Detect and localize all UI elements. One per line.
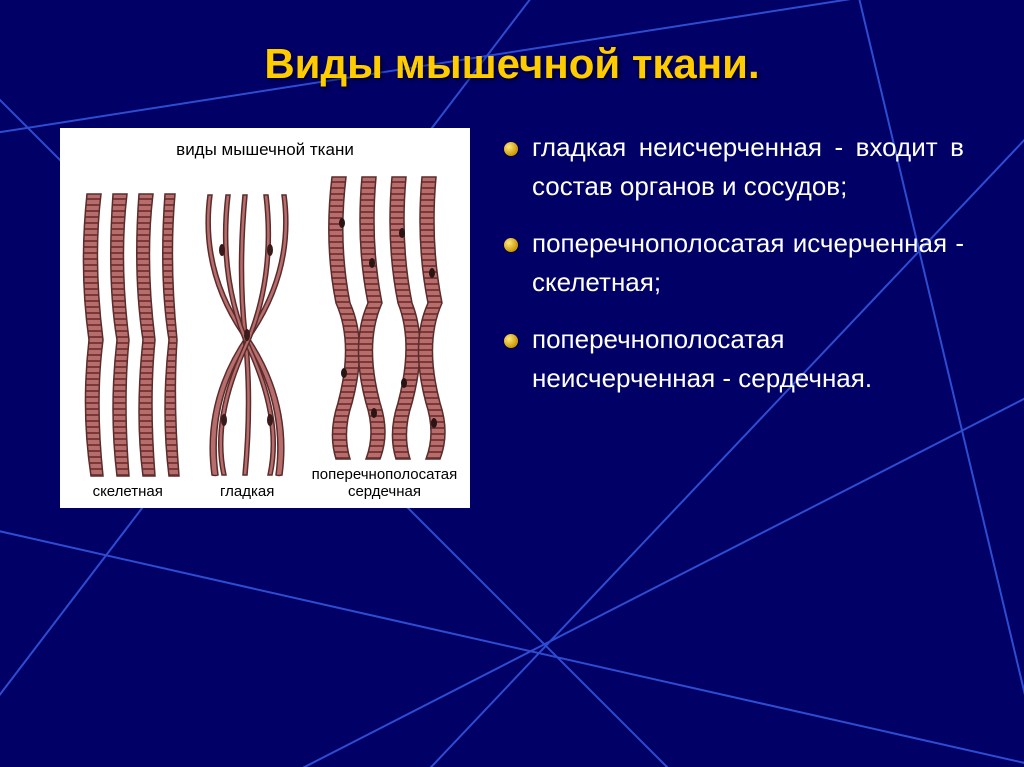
content-row: виды мышечной ткани <box>60 128 964 508</box>
bullet-item: гладкая неисчерченная - входит в состав … <box>500 128 964 206</box>
bullet-item: поперечнополосатая исчерченная - скелетн… <box>500 224 964 302</box>
tissue-cardiac: поперечнополосатая сердечная <box>312 173 458 500</box>
tissue-skeletal: скелетная <box>73 190 183 501</box>
figure-caption: виды мышечной ткани <box>68 140 462 160</box>
label-cardiac: поперечнополосатая сердечная <box>312 467 458 500</box>
tissue-figure: виды мышечной ткани <box>60 128 470 508</box>
label-smooth: гладкая <box>220 484 274 501</box>
bullet-item: поперечнополосатая неисчерченная - серде… <box>500 320 964 398</box>
tissue-smooth: гладкая <box>192 190 302 501</box>
cardiac-icon <box>314 173 454 463</box>
label-skeletal: скелетная <box>93 484 163 501</box>
bullet-list: гладкая неисчерченная - входит в состав … <box>500 128 964 416</box>
slide-title: Виды мышечной ткани. <box>60 40 964 88</box>
smooth-icon <box>192 190 302 480</box>
skeletal-icon <box>73 190 183 480</box>
